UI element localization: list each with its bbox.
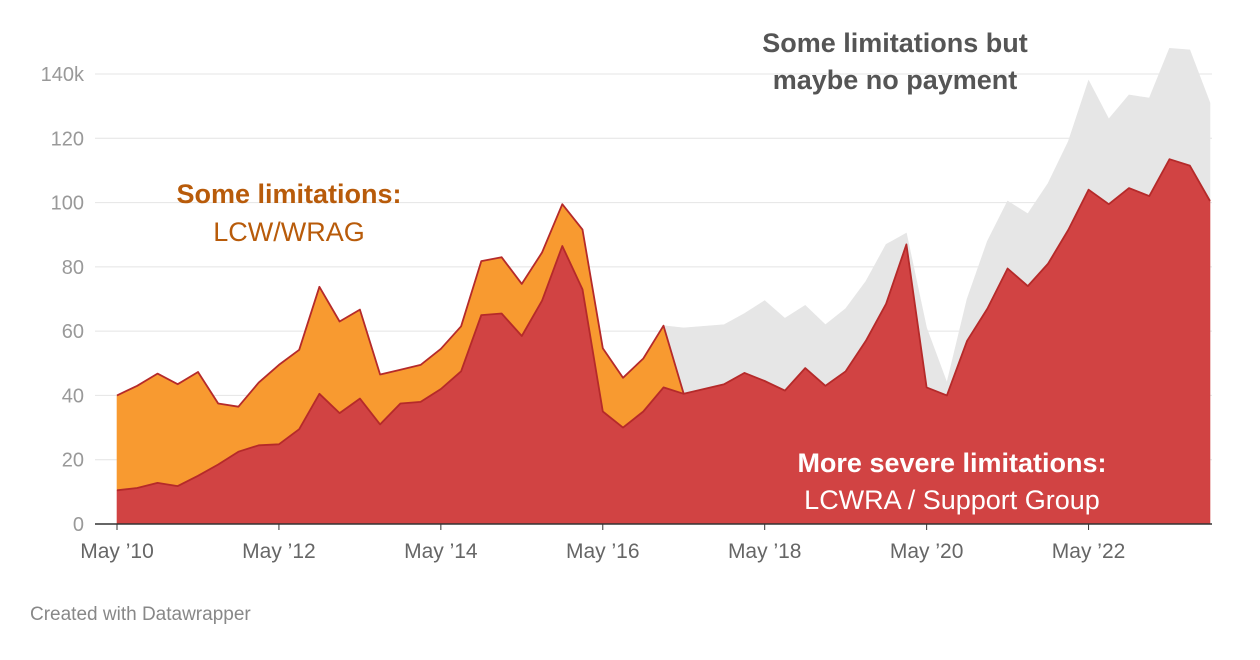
y-tick-label: 100 bbox=[51, 193, 84, 215]
series-lines bbox=[116, 158, 1211, 492]
x-tick-label: May ’12 bbox=[242, 540, 316, 563]
annotation-orange-bold: Some limitations: bbox=[176, 179, 401, 209]
y-tick-label: 0 bbox=[73, 514, 84, 536]
y-tick-label: 120 bbox=[51, 128, 84, 150]
x-axis-ticks: May ’10 May ’12 May ’14 May ’16 May ’18 May ’… bbox=[80, 524, 1125, 563]
annotation-gray-line2: maybe no payment bbox=[773, 65, 1018, 95]
annotation-orange-regular: LCW/WRAG bbox=[213, 217, 365, 247]
y-tick-label: 40 bbox=[62, 385, 84, 407]
x-tick-label: May ’10 bbox=[80, 540, 154, 563]
x-tick-label: May ’20 bbox=[890, 540, 964, 563]
annotation-red-bold: More severe limitations: bbox=[797, 448, 1106, 478]
y-axis-ticks: 0 20 40 60 80 100 120 140k bbox=[41, 64, 85, 536]
x-tick-label: May ’16 bbox=[566, 540, 640, 563]
line-lcwra-top bbox=[116, 158, 1211, 492]
x-tick-label: May ’14 bbox=[404, 540, 478, 563]
y-tick-label: 80 bbox=[62, 257, 84, 279]
line-lcw-wrag-top bbox=[116, 203, 685, 408]
annotation-gray-line1: Some limitations but bbox=[762, 28, 1028, 58]
y-tick-label: 140k bbox=[41, 64, 85, 86]
annotation-red-regular: LCWRA / Support Group bbox=[804, 485, 1100, 515]
x-tick-label: May ’22 bbox=[1052, 540, 1126, 563]
x-tick-label: May ’18 bbox=[728, 540, 802, 563]
y-tick-label: 60 bbox=[62, 321, 84, 343]
y-tick-label: 20 bbox=[62, 450, 84, 472]
datawrapper-credit: Created with Datawrapper bbox=[30, 604, 251, 625]
